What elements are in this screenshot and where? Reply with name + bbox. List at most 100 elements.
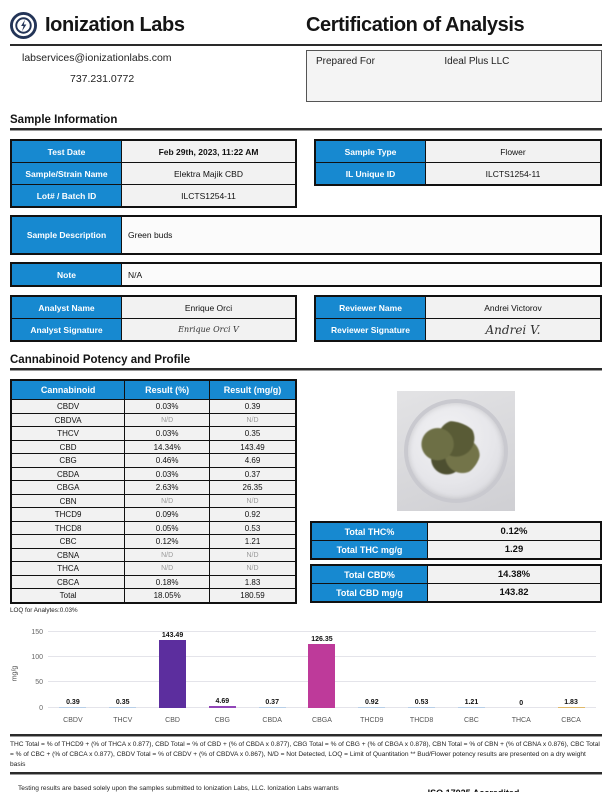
bar-value-label: 1.21: [465, 699, 479, 706]
table-cell: N/D: [125, 414, 210, 427]
bar-thcd9: [358, 707, 385, 708]
prepared-for-box: Prepared For Ideal Plus LLC: [306, 50, 602, 102]
table-cell: 26.35: [210, 481, 295, 494]
chart-bars: 0.390.35143.494.690.37126.350.920.531.21…: [48, 632, 596, 708]
signature-tables: Analyst Name Enrique Orci Analyst Signat…: [10, 295, 602, 342]
table-cell: Total: [12, 589, 125, 602]
bar-slot: 0.35: [98, 632, 148, 708]
x-tick-label: THCD8: [397, 717, 447, 724]
prepared-for-value: Ideal Plus LLC: [444, 56, 592, 96]
table-row: Note N/A: [12, 264, 600, 285]
table-cell: CBN: [12, 495, 125, 508]
note-value: N/A: [122, 264, 600, 285]
potency-bar-chart: mg/g 0501001500.390.35143.494.690.37126.…: [10, 618, 602, 732]
table-row: CBD14.34%143.49: [12, 441, 295, 455]
sample-photo: [397, 391, 515, 511]
table-row: CBNAN/DN/D: [12, 549, 295, 563]
table-cell: CBDA: [12, 468, 125, 481]
table-cell: 0.92: [210, 508, 295, 521]
chart-category-row: CBDVTHCVCBDCBGCBDACBGATHCD9THCD8CBCTHCAC…: [48, 717, 596, 724]
sample-description-label: Sample Description: [12, 217, 122, 253]
table-cell: N/D: [210, 562, 295, 575]
bar-cbg: [209, 706, 236, 708]
bottom-block: Testing results are based solely upon th…: [10, 779, 602, 792]
y-tick-label: 100: [23, 654, 43, 661]
x-tick-label: CBC: [447, 717, 497, 724]
sample-info-right-table: Sample Type Flower IL Unique ID ILCTS125…: [314, 139, 602, 186]
table-cell: 0.39: [210, 400, 295, 413]
bar-slot: 4.69: [197, 632, 247, 708]
bar-slot: 1.83: [546, 632, 596, 708]
table-row: THCD80.05%0.53: [12, 522, 295, 536]
formula-notes: THC Total = % of THCD9 + (% of THCA x 0.…: [10, 737, 602, 771]
header-contact-row: labservices@ionizationlabs.com 737.231.0…: [10, 46, 602, 102]
total-thc-pct-label: Total THC%: [312, 523, 428, 540]
y-tick-label: 0: [23, 705, 43, 712]
strain-name-value: Elektra Majik CBD: [122, 163, 295, 184]
bar-value-label: 1.83: [564, 699, 578, 706]
lot-id-value: ILCTS1254-11: [122, 185, 295, 206]
table-cell: 0.05%: [125, 522, 210, 535]
table-cell: 1.83: [210, 576, 295, 589]
table-cell: 180.59: [210, 589, 295, 602]
ionization-labs-logo-icon: [10, 12, 37, 39]
table-cell: N/D: [125, 495, 210, 508]
bar-value-label: 0.37: [265, 699, 279, 706]
table-row: Total CBD mg/g 143.82: [312, 584, 600, 601]
table-cell: 0.53: [210, 522, 295, 535]
table-row: Total18.05%180.59: [12, 589, 295, 602]
total-cbd-pct-label: Total CBD%: [312, 566, 428, 583]
table-row: Total THC% 0.12%: [312, 523, 600, 541]
table-cell: N/D: [210, 495, 295, 508]
chart-plot: 0501001500.390.35143.494.690.37126.350.9…: [48, 632, 596, 708]
table-cell: THCA: [12, 562, 125, 575]
x-tick-label: CBG: [197, 717, 247, 724]
company-name: Ionization Labs: [45, 14, 185, 37]
test-date-value: Feb 29th, 2023, 11:22 AM: [122, 141, 295, 162]
bar-slot: 0.53: [397, 632, 447, 708]
reviewer-name-label: Reviewer Name: [316, 297, 426, 318]
y-tick-label: 150: [23, 629, 43, 636]
table-row: CBGA2.63%26.35: [12, 481, 295, 495]
unique-id-value: ILCTS1254-11: [426, 163, 600, 184]
table-row: Analyst Signature Enrique Orci V: [12, 319, 295, 340]
table-row: Reviewer Name Andrei Victorov: [316, 297, 600, 319]
header-left: Ionization Labs: [10, 12, 306, 39]
loq-note: LOQ for Analytes:0.03%: [10, 607, 297, 614]
bar-slot: 0.39: [48, 632, 98, 708]
total-cbd-mg-label: Total CBD mg/g: [312, 584, 428, 601]
potency-table-body: CBDV0.03%0.39CBDVAN/DN/DTHCV0.03%0.35CBD…: [12, 400, 295, 602]
table-cell: CBDV: [12, 400, 125, 413]
table-cell: N/D: [125, 562, 210, 575]
x-tick-label: THCD9: [347, 717, 397, 724]
x-tick-label: CBD: [148, 717, 198, 724]
x-tick-label: CBCA: [546, 717, 596, 724]
bar-cbda: [259, 707, 286, 708]
column-header: Result (%): [125, 381, 210, 399]
bar-thcv: [109, 707, 136, 708]
table-row: IL Unique ID ILCTS1254-11: [316, 163, 600, 184]
bar-slot: 126.35: [297, 632, 347, 708]
table-cell: N/D: [210, 549, 295, 562]
sample-info-left-table: Test Date Feb 29th, 2023, 11:22 AM Sampl…: [10, 139, 297, 208]
bar-value-label: 0.39: [66, 699, 80, 706]
note-table: Note N/A: [10, 262, 602, 287]
section-title-sample-information: Sample Information: [10, 114, 602, 126]
table-cell: THCV: [12, 427, 125, 440]
table-row: Total CBD% 14.38%: [312, 566, 600, 584]
total-cbd-table: Total CBD% 14.38% Total CBD mg/g 143.82: [310, 564, 602, 603]
table-cell: CBDVA: [12, 414, 125, 427]
analyst-table: Analyst Name Enrique Orci Analyst Signat…: [10, 295, 297, 342]
table-cell: 4.69: [210, 454, 295, 467]
prepared-for-label: Prepared For: [316, 56, 444, 96]
table-cell: CBCA: [12, 576, 125, 589]
y-tick-label: 50: [23, 679, 43, 686]
strain-name-label: Sample/Strain Name: [12, 163, 122, 184]
contact-block: labservices@ionizationlabs.com 737.231.0…: [10, 46, 306, 85]
section-rule: [10, 368, 602, 371]
unique-id-label: IL Unique ID: [316, 163, 426, 184]
table-cell: 143.49: [210, 441, 295, 454]
test-date-label: Test Date: [12, 141, 122, 162]
bar-cbc: [458, 707, 485, 708]
table-cell: CBC: [12, 535, 125, 548]
